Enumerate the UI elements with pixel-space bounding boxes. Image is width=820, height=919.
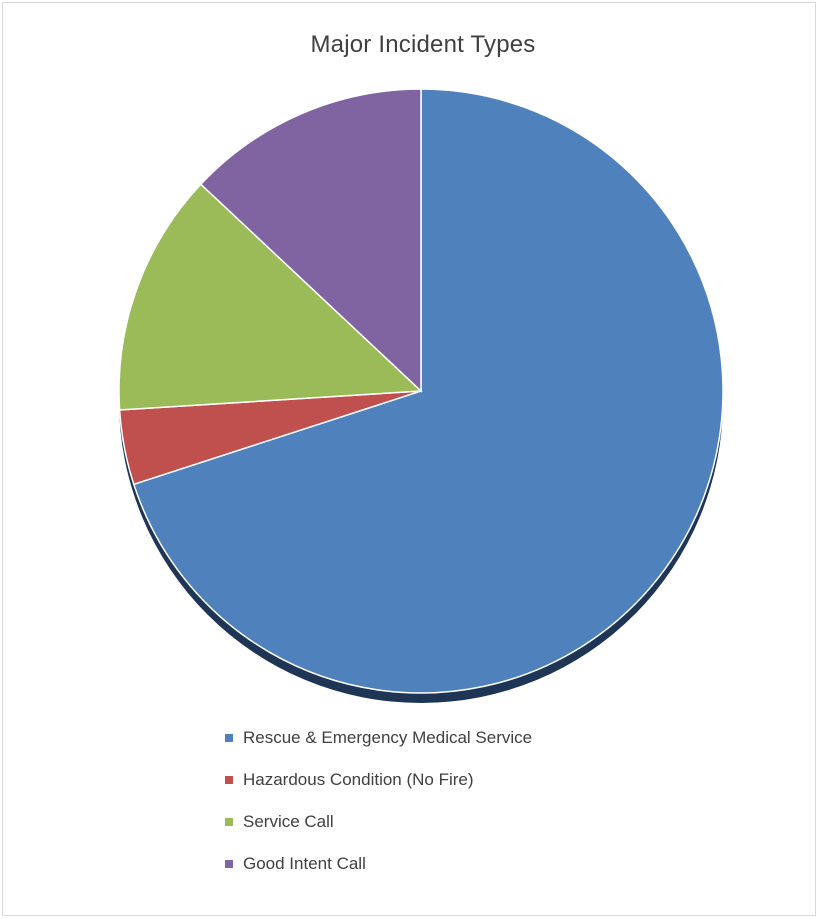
legend-item-service-call: Service Call [225, 809, 532, 835]
legend-swatch-good-intent-call [225, 860, 233, 868]
pie-slice-service-call [118, 183, 423, 411]
pie-chart [118, 88, 724, 703]
legend-item-hazardous-condition: Hazardous Condition (No Fire) [225, 767, 532, 793]
legend-label: Service Call [243, 812, 334, 831]
chart-title: Major Incident Types [310, 31, 536, 58]
legend: Rescue & Emergency Medical Service Hazar… [225, 725, 532, 893]
legend-swatch-hazardous-condition [225, 776, 233, 784]
legend-label: Rescue & Emergency Medical Service [243, 728, 533, 747]
legend-swatch-service-call [225, 818, 233, 826]
legend-item-good-intent-call: Good Intent Call [225, 851, 532, 877]
legend-label: Good Intent Call [243, 854, 366, 873]
legend-item-rescue-ems: Rescue & Emergency Medical Service [225, 725, 532, 751]
legend-swatch-rescue-ems [225, 734, 233, 742]
pie-slice-good-intent-call [199, 88, 422, 393]
legend-label: Hazardous Condition (No Fire) [243, 770, 474, 789]
pie-slices [118, 88, 724, 694]
pie-slice-rescue-ems [132, 88, 724, 694]
